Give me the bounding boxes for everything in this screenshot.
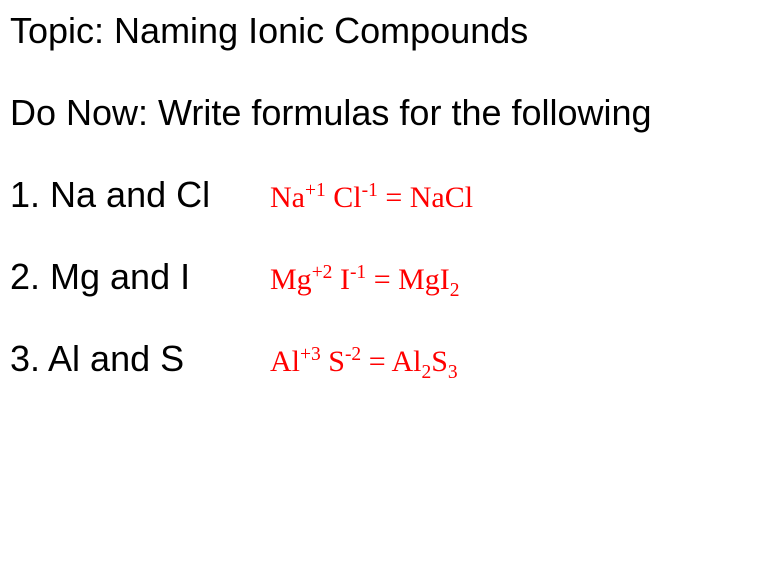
problem-answer: Al+3 S-2 = Al2S3	[270, 345, 458, 379]
cation: Na	[270, 181, 305, 214]
cation-charge: +1	[305, 180, 326, 201]
cation: Mg	[270, 263, 312, 296]
problem-row: 2. Mg and IMg+2 I-1 = MgI2	[10, 256, 758, 298]
formula-base: Al	[391, 345, 421, 378]
formula-base: S	[431, 345, 448, 378]
formula-subscript: 3	[448, 362, 458, 383]
equals-sign: =	[378, 181, 410, 214]
equals-sign: =	[366, 263, 398, 296]
topic-title: Topic: Naming Ionic Compounds	[10, 10, 758, 52]
problem-prompt: 1. Na and Cl	[10, 174, 270, 216]
problem-answer: Na+1 Cl-1 = NaCl	[270, 181, 473, 215]
formula-base: NaCl	[410, 181, 473, 214]
problem-prompt: 2. Mg and I	[10, 256, 270, 298]
anion-charge: -1	[350, 262, 366, 283]
formula-subscript: 2	[421, 362, 431, 383]
do-now-prompt: Do Now: Write formulas for the following	[10, 92, 758, 134]
anion: I	[340, 263, 350, 296]
cation-charge: +3	[300, 344, 321, 365]
item-list: 1. Na and ClNa+1 Cl-1 = NaCl2. Mg and IM…	[10, 174, 758, 380]
anion-charge: -2	[345, 344, 361, 365]
anion: Cl	[333, 181, 361, 214]
anion-charge: -1	[362, 180, 378, 201]
formula-base: MgI	[398, 263, 450, 296]
problem-answer: Mg+2 I-1 = MgI2	[270, 263, 460, 297]
problem-row: 3. Al and SAl+3 S-2 = Al2S3	[10, 338, 758, 380]
formula-subscript: 2	[450, 280, 460, 301]
anion: S	[328, 345, 345, 378]
slide: Topic: Naming Ionic Compounds Do Now: Wr…	[0, 0, 768, 380]
problem-row: 1. Na and ClNa+1 Cl-1 = NaCl	[10, 174, 758, 216]
problem-prompt: 3. Al and S	[10, 338, 270, 380]
cation: Al	[270, 345, 300, 378]
equals-sign: =	[361, 345, 391, 378]
cation-charge: +2	[312, 262, 333, 283]
